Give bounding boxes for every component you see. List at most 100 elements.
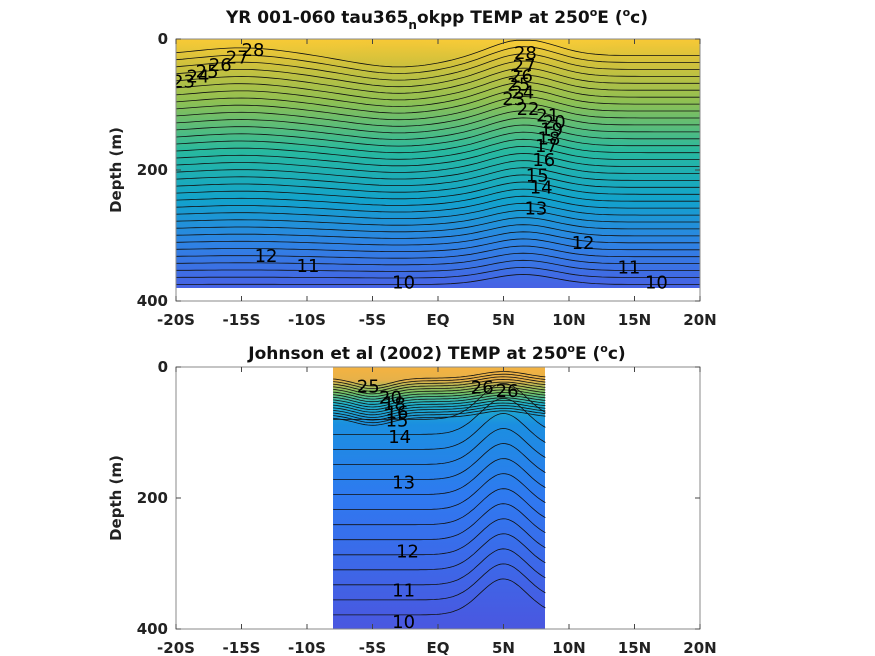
contour-label: 15 xyxy=(526,166,549,187)
x-ticks-bottom: -20S -15S -10S -5S EQ 5N 10N 15N 20N xyxy=(157,367,717,656)
title-bottom-main: Johnson et al (2002) TEMP at 250 xyxy=(247,344,567,364)
contour-label: 11 xyxy=(297,256,320,277)
contour-line xyxy=(333,373,546,390)
contour-line xyxy=(333,407,546,424)
y-tick-label: 200 xyxy=(137,161,168,179)
contour-line xyxy=(176,238,700,253)
contour-lines-bottom xyxy=(333,371,546,616)
contour-line xyxy=(333,397,546,435)
contour-line xyxy=(333,488,546,526)
contour-line xyxy=(333,428,546,465)
contour-line xyxy=(176,266,700,279)
title-bottom-unit-pre: E ( xyxy=(575,344,600,364)
contour-label: 26 xyxy=(510,66,533,87)
contour-line xyxy=(333,578,546,616)
contour-label: 16 xyxy=(532,150,555,171)
x-tick-label: -20S xyxy=(157,639,195,656)
contour-line xyxy=(176,252,700,266)
x-tick-label: EQ xyxy=(427,311,450,329)
x-tick-label: 20N xyxy=(683,311,716,329)
contour-line xyxy=(176,67,700,94)
contour-label: 26 xyxy=(496,381,519,402)
contour-label: 22 xyxy=(517,99,540,120)
contour-line xyxy=(333,410,546,426)
contour-line xyxy=(176,96,700,121)
x-tick-label: 10N xyxy=(552,639,585,656)
contour-label: 10 xyxy=(392,272,415,293)
contour-label: 23 xyxy=(502,89,525,110)
contour-line xyxy=(333,381,546,397)
contour-line xyxy=(176,124,700,147)
contour-line xyxy=(176,160,700,180)
title-top-unit-post: c) xyxy=(630,8,648,28)
contour-label: 20 xyxy=(379,387,402,408)
contour-label: 13 xyxy=(392,473,415,494)
contour-label: 22 xyxy=(150,78,173,99)
contour-label: 14 xyxy=(530,177,553,198)
contour-label: 14 xyxy=(388,427,411,448)
panel-top: YR 001-060 tau365nokpp TEMP at 250oE (oc… xyxy=(107,6,717,329)
contour-line xyxy=(176,131,700,154)
contour-label: 23 xyxy=(172,71,195,92)
contour-label: 12 xyxy=(255,246,278,267)
x-tick-label: -15S xyxy=(223,639,261,656)
x-tick-label: EQ xyxy=(427,639,450,656)
contour-label: 26 xyxy=(471,378,494,399)
contour-label: 12 xyxy=(572,233,595,254)
x-tick-label: -20S xyxy=(157,311,195,329)
contour-label: 25 xyxy=(196,61,219,82)
contour-line xyxy=(176,245,700,259)
contour-label: 27 xyxy=(226,48,249,69)
contour-line xyxy=(176,103,700,127)
contour-line xyxy=(333,376,546,392)
contour-line xyxy=(333,392,546,408)
title-top-sub: n xyxy=(408,18,417,32)
contour-label: 19 xyxy=(540,120,563,141)
x-tick-label: 15N xyxy=(618,311,651,329)
x-tick-label: -15S xyxy=(223,311,261,329)
contour-line xyxy=(176,138,700,160)
title-bottom-unit-deg: o xyxy=(600,342,608,355)
title-bottom-unit-post: c) xyxy=(608,344,626,364)
contour-label: 12 xyxy=(396,541,419,562)
contour-label: 18 xyxy=(383,394,406,415)
contour-line xyxy=(333,548,546,586)
panel-bottom: Johnson et al (2002) TEMP at 250oE (oc) … xyxy=(107,342,717,656)
ylabel-bottom: Depth (m) xyxy=(107,455,125,541)
contour-line xyxy=(333,443,546,481)
contour-line xyxy=(333,389,546,405)
field-bottom-base xyxy=(333,367,545,629)
contour-line xyxy=(176,174,700,193)
contour-label: 17 xyxy=(535,136,558,157)
contour-line xyxy=(176,46,700,74)
contour-line xyxy=(333,563,546,601)
contour-line xyxy=(333,458,546,496)
title-bottom-deg: o xyxy=(567,342,575,355)
contour-line xyxy=(333,518,546,556)
x-ticks-top: -20S -15S -10S -5S EQ 5N 10N 15N 20N xyxy=(157,39,717,329)
x-tick-label: 20N xyxy=(683,639,716,656)
contour-line xyxy=(176,259,700,272)
title-top-deg: o xyxy=(590,6,598,19)
contour-line xyxy=(333,399,546,416)
title-bottom: Johnson et al (2002) TEMP at 250oE (oc) xyxy=(247,342,625,364)
contour-label: 20 xyxy=(543,112,566,133)
contour-label: 19 xyxy=(150,138,173,159)
contour-label: 25 xyxy=(357,376,380,397)
contour-label: 16 xyxy=(150,187,173,208)
contour-line xyxy=(176,60,700,88)
contour-line xyxy=(333,503,546,541)
title-top-unit-deg: o xyxy=(623,6,631,19)
y-tick-label: 200 xyxy=(137,489,168,507)
contour-line xyxy=(176,110,700,134)
contour-label: 27 xyxy=(513,56,536,77)
contour-line xyxy=(176,88,700,114)
title-top-unit-pre: E ( xyxy=(597,8,622,28)
contour-label: 24 xyxy=(511,82,534,103)
y-ticks-top: 0 200 400 xyxy=(137,30,700,310)
contour-line xyxy=(333,394,546,411)
contour-line xyxy=(333,378,546,395)
